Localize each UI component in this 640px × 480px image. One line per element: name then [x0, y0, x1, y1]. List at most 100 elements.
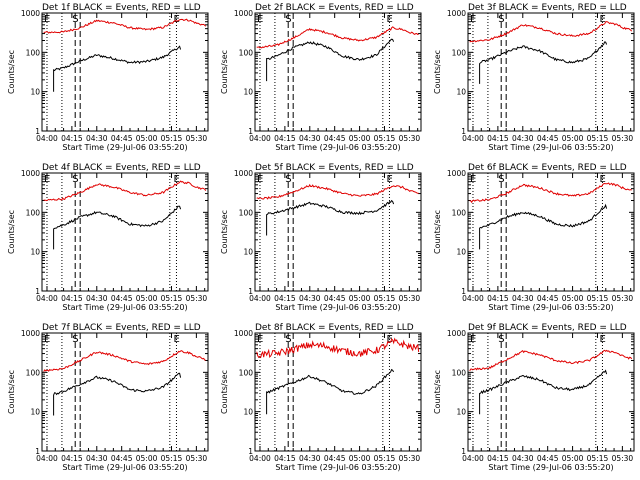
y-tick-label: 1: [461, 447, 466, 456]
x-tick-label: 04:00: [36, 134, 58, 143]
lld-series-line: [256, 337, 420, 359]
y-tick-label: 1: [35, 447, 40, 456]
x-tick-label: 05:00: [349, 294, 371, 303]
marker-label: E: [173, 174, 179, 185]
y-tick-label: 10: [456, 88, 466, 97]
y-axis-label: Counts/sec: [7, 50, 16, 94]
x-tick-label: 04:45: [537, 134, 559, 143]
marker-label: S: [285, 14, 291, 25]
y-tick-label: 100: [239, 208, 254, 217]
y-tick-label: 1: [248, 287, 253, 296]
x-tick-label: 04:30: [299, 134, 321, 143]
x-tick-label: 05:30: [399, 134, 421, 143]
x-tick-label: 04:15: [487, 294, 509, 303]
events-series-line: [266, 38, 395, 82]
panel-6: Det 6f BLACK = Events, RED = LLD 1 10 100 10…: [433, 163, 635, 312]
events-series-line: [479, 369, 608, 415]
events-series-line: [266, 199, 395, 236]
x-tick-label: 04:00: [462, 454, 484, 463]
x-tick-label: 05:30: [399, 294, 421, 303]
y-tick-label: 1: [248, 127, 253, 136]
y-tick-label: 100: [452, 48, 467, 57]
plot-frame: [254, 332, 422, 452]
y-tick-label: 1000: [447, 169, 466, 178]
panel-title: Det 3f BLACK = Events, RED = LLD: [468, 3, 627, 13]
panel-5: Det 5f BLACK = Events, RED = LLD 1 10 100 10…: [220, 163, 422, 312]
x-tick-label: 05:30: [186, 294, 208, 303]
x-tick-label: 04:30: [299, 454, 321, 463]
x-tick-label: 05:15: [587, 454, 609, 463]
panel-title: Det 8f BLACK = Events, RED = LLD: [255, 323, 414, 333]
events-series-line: [479, 41, 608, 84]
plot-frame: [467, 172, 635, 292]
x-tick-label: 04:00: [36, 454, 58, 463]
plot-frame: [41, 12, 209, 132]
x-tick-label: 04:00: [249, 134, 271, 143]
x-tick-label: 04:15: [61, 134, 83, 143]
marker-label: E: [599, 334, 605, 345]
panel-3: Det 3f BLACK = Events, RED = LLD 1 10 100 10…: [433, 3, 635, 152]
panel-title: Det 6f BLACK = Events, RED = LLD: [468, 163, 627, 173]
x-tick-label: 04:15: [274, 454, 296, 463]
x-tick-label: 04:30: [512, 454, 534, 463]
y-tick-label: 10: [30, 408, 40, 417]
panel-8: Det 8f BLACK = Events, RED = LLD 1 10 100 10…: [220, 323, 422, 472]
panel-9: Det 9f BLACK = Events, RED = LLD 1 10 100 10…: [433, 323, 635, 472]
marker-label: E: [257, 14, 263, 25]
y-axis-label: Counts/sec: [7, 370, 16, 414]
x-tick-label: 04:30: [512, 294, 534, 303]
x-tick-label: 04:45: [324, 454, 346, 463]
marker-label: E: [470, 174, 476, 185]
x-tick-label: 04:00: [249, 294, 271, 303]
x-tick-label: 04:30: [299, 294, 321, 303]
x-axis-label: Start Time (29-Jul-06 03:55:20): [62, 143, 187, 152]
marker-label: E: [599, 14, 605, 25]
lld-series-line: [469, 349, 633, 372]
plot-frame: [467, 332, 635, 452]
x-tick-label: 05:15: [161, 454, 183, 463]
y-tick-label: 10: [243, 88, 253, 97]
x-tick-label: 05:30: [186, 454, 208, 463]
x-tick-label: 04:00: [462, 134, 484, 143]
x-tick-label: 05:00: [136, 294, 158, 303]
y-axis-label: Counts/sec: [433, 50, 442, 94]
x-tick-label: 05:00: [562, 454, 584, 463]
y-axis-label: Counts/sec: [7, 210, 16, 254]
panel-title: Det 1f BLACK = Events, RED = LLD: [42, 3, 201, 13]
panel-2: Det 2f BLACK = Events, RED = LLD 1 10 100 10…: [220, 3, 422, 152]
y-tick-label: 100: [452, 208, 467, 217]
lld-series-line: [256, 26, 419, 49]
x-tick-label: 05:15: [587, 134, 609, 143]
y-tick-label: 100: [239, 368, 254, 377]
x-tick-label: 04:45: [537, 454, 559, 463]
x-tick-label: 05:00: [349, 134, 371, 143]
x-tick-label: 04:45: [537, 294, 559, 303]
lld-series-line: [43, 18, 207, 34]
events-series-line: [53, 205, 182, 250]
x-axis-label: Start Time (29-Jul-06 03:55:20): [62, 303, 187, 312]
events-series-line: [479, 203, 608, 250]
events-series-line: [53, 45, 182, 92]
marker-label: E: [386, 174, 392, 185]
marker-label: S: [285, 174, 291, 185]
y-tick-label: 1000: [234, 9, 253, 18]
y-tick-label: 1: [35, 287, 40, 296]
marker-label: E: [173, 14, 179, 25]
panel-title: Det 4f BLACK = Events, RED = LLD: [42, 163, 201, 173]
marker-label: E: [173, 334, 179, 345]
marker-label: S: [72, 334, 78, 345]
x-axis-label: Start Time (29-Jul-06 03:55:20): [275, 303, 400, 312]
x-tick-label: 05:00: [562, 294, 584, 303]
plot-frame: [254, 172, 422, 292]
marker-label: E: [44, 334, 50, 345]
y-tick-label: 1000: [234, 169, 253, 178]
plot-frame: [41, 172, 209, 292]
panel-title: Det 5f BLACK = Events, RED = LLD: [255, 163, 414, 173]
panel-4: Det 4f BLACK = Events, RED = LLD 1 10 100 10…: [7, 163, 209, 312]
panel-7: Det 7f BLACK = Events, RED = LLD 1 10 100 10…: [7, 323, 209, 472]
x-tick-label: 05:00: [136, 134, 158, 143]
x-tick-label: 04:00: [36, 294, 58, 303]
y-tick-label: 1000: [21, 169, 40, 178]
y-axis-label: Counts/sec: [220, 50, 229, 94]
